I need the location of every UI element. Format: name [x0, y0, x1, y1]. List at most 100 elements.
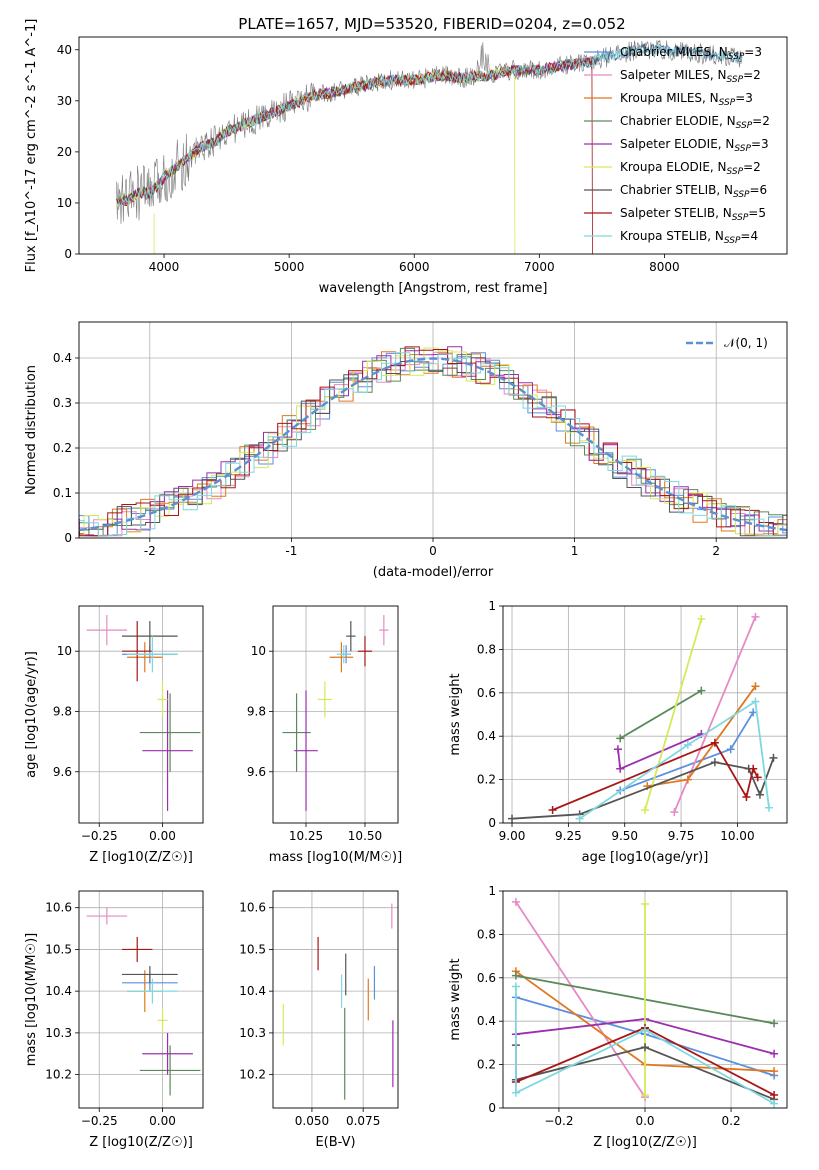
plus-marker	[726, 745, 735, 754]
plus-marker	[683, 775, 692, 784]
x-tick-label: 10.50	[348, 829, 382, 843]
plus-marker	[641, 900, 649, 909]
plus-marker	[753, 773, 762, 782]
legend-label-salpeter-stelib: Salpeter STELIB, NSSP=5	[620, 206, 766, 223]
spectrum-legend: Chabrier MILES, NSSP=3 Salpeter MILES, NS…	[584, 45, 770, 246]
model-spectrum-line-chabrier-elodie	[116, 57, 590, 207]
figure-title: PLATE=1657, MJD=53520, FIBERID=0204, z=0…	[238, 15, 625, 33]
model-spectrum-line-salpeter-elodie	[116, 57, 590, 206]
errorbar-points	[282, 615, 389, 811]
y-tick-label: 10.5	[45, 942, 72, 956]
y-tick-label: 0.8	[477, 927, 496, 941]
x-tick-label: 10.00	[720, 829, 754, 843]
plus-marker	[770, 1067, 779, 1076]
errorbar-salpeter-miles	[86, 907, 128, 925]
plus-marker	[764, 803, 773, 812]
plus-marker	[751, 697, 760, 706]
normal-curve-line	[79, 357, 787, 532]
plus-marker	[770, 1049, 779, 1058]
plus-marker	[641, 1043, 649, 1052]
x-axis-label: age [log10(age/yr)]	[582, 850, 709, 865]
legend-label-kroupa-miles: Kroupa MILES, NSSP=3	[620, 91, 753, 108]
x-axis-label: mass [log10(M/M☉)]	[269, 850, 402, 865]
plus-marker	[511, 897, 520, 906]
errorbar-salpeter-stelib	[122, 621, 153, 682]
y-tick-label: 10	[57, 196, 72, 210]
plus-marker	[511, 971, 520, 980]
y-tick-label: 1	[488, 599, 496, 613]
plus-marker	[770, 1099, 779, 1108]
legend-label-normal: 𝒩(0, 1)	[724, 336, 768, 350]
errorbar-kroupa-elodie	[317, 681, 332, 718]
plot-frame	[502, 605, 788, 824]
y-tick-label: 10.3	[45, 1026, 72, 1040]
x-axis-label: Z [log10(Z/Z☉)]	[593, 1135, 697, 1150]
x-axis-label: Z [log10(Z/Z☉)]	[89, 850, 193, 865]
y-tick-label: 10.4	[239, 984, 266, 998]
errorbar-salpeter-elodie	[294, 690, 318, 811]
weight-series-kroupa-elodie	[641, 615, 706, 814]
model-spectrum-line-salpeter-stelib	[116, 57, 593, 254]
plus-marker	[508, 814, 517, 823]
x-tick-label: −0.25	[81, 1114, 118, 1128]
plus-marker	[616, 764, 625, 773]
y-tick-label: 9.6	[53, 765, 72, 779]
x-tick-label: 4000	[149, 260, 180, 274]
plus-marker	[770, 1019, 779, 1028]
y-tick-label: 1	[488, 884, 496, 898]
y-tick-label: 0.4	[477, 729, 496, 743]
errorbar-points	[282, 903, 394, 1100]
x-tick-label: 9.00	[499, 829, 526, 843]
mass-vs-ebv-panel: 0.050 0.075 10.2 10.3 10.4 10.5 10.6 E(B-V)	[239, 890, 399, 1150]
errorbar-chabrier-stelib	[122, 621, 178, 652]
y-tick-label: 0	[488, 816, 496, 830]
errorbar-salpeter-miles	[379, 615, 389, 646]
y-tick-label: 10.6	[45, 901, 72, 915]
y-tick-label: 0.2	[477, 773, 496, 787]
errorbar-kroupa-stelib	[127, 636, 178, 673]
errorbar-kroupa-stelib	[336, 645, 351, 664]
weight-series-chabrier-miles	[616, 708, 758, 795]
weight-series-salpeter-miles	[511, 897, 649, 1102]
x-tick-label: -1	[285, 544, 297, 558]
x-tick-label: -2	[144, 544, 156, 558]
x-tick-label: 0.075	[346, 1114, 380, 1128]
y-tick-label: 10	[57, 644, 72, 658]
errorbar-points	[86, 907, 201, 1096]
weight-series-kroupa-stelib	[575, 697, 773, 823]
plus-marker	[749, 764, 758, 773]
errorbar-kroupa-stelib	[127, 978, 178, 1004]
plot-frame	[78, 321, 788, 539]
x-tick-label: 0.00	[149, 1114, 176, 1128]
model-spectrum-line-kroupa-stelib	[116, 43, 743, 208]
plus-marker	[697, 615, 706, 624]
weight-series-salpeter-miles	[670, 612, 760, 817]
weight-series-chabrier-elodie	[616, 686, 706, 743]
plus-marker	[755, 790, 764, 799]
y-tick-label: 9.8	[247, 704, 266, 718]
spectrum-panel: 4000 5000 6000 7000 8000 0 10 20 30 40 wavelength …	[24, 19, 788, 296]
plus-marker	[575, 814, 584, 823]
age-vs-mass-panel: 10.25 10.50 9.6 9.8 10 mass [log10(M/M☉)]	[247, 605, 402, 865]
errorbar-chabrier-elodie	[139, 1045, 201, 1096]
histogram-lines	[79, 346, 787, 537]
y-tick-label: 10.6	[239, 901, 266, 915]
plot-frame	[78, 605, 204, 824]
weight-series-salpeter-elodie	[613, 730, 706, 773]
errorbar-salpeter-miles	[86, 615, 128, 646]
errorbar-kroupa-elodie	[157, 681, 168, 718]
y-tick-label: 0.2	[477, 1058, 496, 1072]
weight-lines	[508, 612, 778, 823]
x-tick-label: 10.25	[289, 829, 323, 843]
weight-line	[511, 757, 775, 820]
errorbar-salpeter-stelib	[122, 936, 153, 962]
weight-lines	[511, 897, 779, 1108]
y-tick-label: 0	[64, 531, 72, 545]
plus-marker	[641, 805, 649, 814]
weight-line	[515, 901, 646, 1098]
y-axis-label: mass weight	[448, 673, 463, 755]
plus-marker	[613, 745, 622, 754]
errorbar-chabrier-elodie	[139, 693, 201, 772]
x-tick-label: 1	[571, 544, 579, 558]
